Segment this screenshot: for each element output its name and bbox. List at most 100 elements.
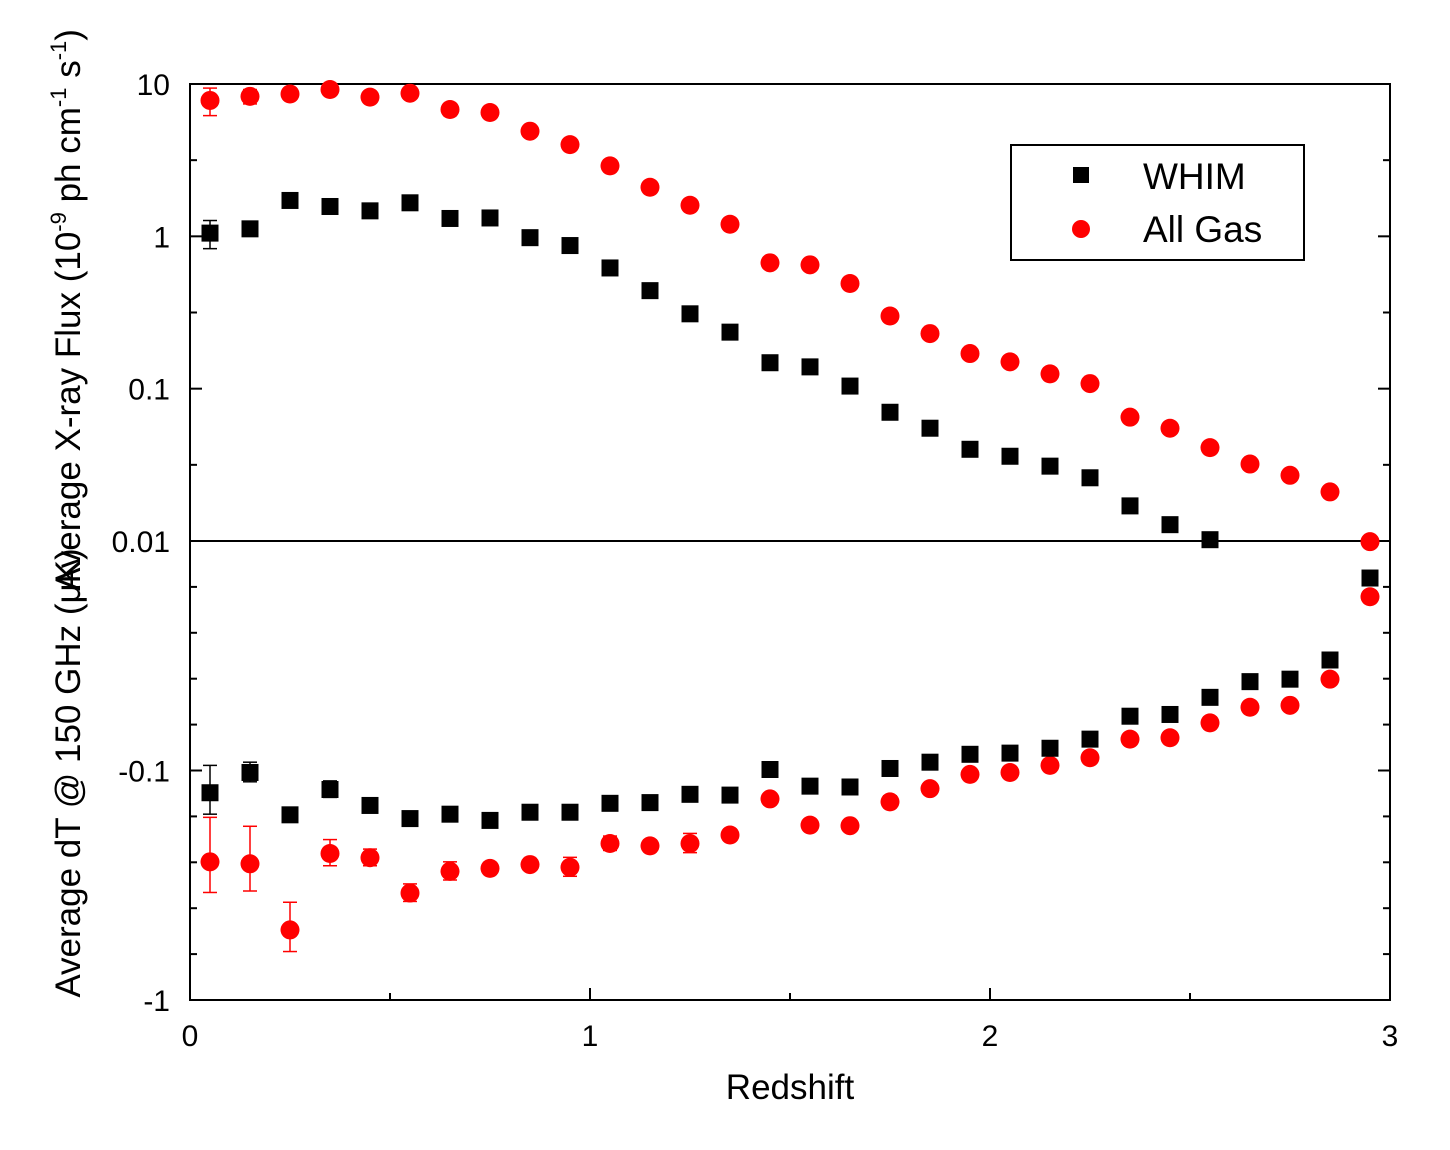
y-tick-label-bottom: -1 [143,985,170,1018]
data-point-all-gas [400,883,420,903]
data-point-whim [921,753,939,771]
data-point-whim [961,745,979,763]
legend-label-all-gas: All Gas [1143,209,1262,250]
data-point-all-gas [480,858,500,878]
data-point-all-gas [360,87,380,107]
data-point-all-gas [200,90,220,110]
x-axis-title: Redshift [726,1068,855,1107]
data-point-whim [841,377,859,395]
x-tick-label: 1 [582,1020,599,1053]
data-point-whim [1081,469,1099,487]
data-point-all-gas [640,836,660,856]
x-tick-label: 2 [982,1020,999,1053]
data-point-whim [1001,447,1019,465]
legend: WHIM All Gas [1010,144,1305,261]
data-point-all-gas [720,825,740,845]
data-point-whim [481,209,499,227]
data-point-all-gas [600,833,620,853]
data-point-all-gas [960,764,980,784]
y-title-top-part-4: ) [49,29,88,41]
data-point-all-gas [1040,364,1060,384]
data-point-whim [201,224,219,242]
data-point-whim [321,780,339,798]
y-title-top-part-3: s [49,60,88,87]
data-point-all-gas [400,83,420,103]
data-points [200,80,1380,940]
data-point-whim [241,763,259,781]
data-point-whim [801,358,819,376]
y-title-top-part-1: Average X-ray Flux (10 [49,232,88,591]
legend-label-whim: WHIM [1143,156,1246,197]
data-point-all-gas [240,854,260,874]
data-point-all-gas [320,844,340,864]
y-title-top-part-2: ph cm [49,107,88,212]
data-point-all-gas [1360,532,1380,552]
data-point-whim [441,209,459,227]
data-point-whim [641,794,659,812]
data-point-whim [761,760,779,778]
data-point-all-gas [1320,669,1340,689]
data-point-all-gas [1200,713,1220,733]
legend-box [1010,144,1305,261]
data-point-all-gas [1160,728,1180,748]
data-point-all-gas [1120,407,1140,427]
legend-marker-all-gas [1072,220,1090,238]
data-point-all-gas [1240,697,1260,717]
data-point-all-gas [600,156,620,176]
data-point-all-gas [1360,587,1380,607]
data-point-whim [1121,707,1139,725]
data-point-whim [1281,670,1299,688]
y-title-top-exponent-3: -1 [46,41,71,61]
tick-labels: 0 1 2 3 0.01 0.1 1 10 -0.1 -1 [112,69,1399,1053]
data-point-whim [321,197,339,215]
data-point-whim [1241,673,1259,691]
y-tick-label-top: 1 [153,221,170,254]
y-title-top-exponent-2: -1 [46,88,71,108]
data-point-all-gas [1160,418,1180,438]
data-point-all-gas [760,253,780,273]
data-point-all-gas [240,86,260,106]
data-point-whim [361,796,379,814]
data-point-whim [281,806,299,824]
data-point-all-gas [800,255,820,275]
legend-marker-whim [1073,167,1089,183]
y-title-top-exponent-1: -9 [46,212,71,232]
data-point-all-gas [440,861,460,881]
data-point-whim [1361,569,1379,587]
data-point-all-gas [720,214,740,234]
data-point-whim [721,786,739,804]
data-point-whim [601,794,619,812]
data-point-whim [881,403,899,421]
data-point-all-gas [440,100,460,120]
data-point-all-gas [920,324,940,344]
data-point-all-gas [680,833,700,853]
y-tick-label-top: 0.01 [112,526,170,559]
data-point-whim [801,777,819,795]
x-tick-label: 3 [1382,1020,1399,1053]
data-point-all-gas [1040,755,1060,775]
data-point-whim [601,259,619,277]
data-point-whim [561,803,579,821]
data-point-whim [241,220,259,238]
data-point-all-gas [360,848,380,868]
data-point-all-gas [1120,729,1140,749]
data-point-all-gas [1280,695,1300,715]
data-point-whim [961,440,979,458]
data-point-all-gas [960,344,980,364]
data-point-whim [401,194,419,212]
y-axis-title-bottom: Average dT @ 150 GHz (μK) [49,548,88,997]
data-point-all-gas [840,816,860,836]
data-point-whim [481,811,499,829]
axis-ticks [189,83,1391,1001]
data-point-all-gas [1280,465,1300,485]
data-point-all-gas [920,779,940,799]
data-point-all-gas [280,920,300,940]
data-point-whim [1161,705,1179,723]
data-point-whim [1201,531,1219,549]
data-point-whim [441,805,459,823]
data-point-whim [841,778,859,796]
data-point-all-gas [1000,762,1020,782]
data-point-whim [361,202,379,220]
data-point-all-gas [560,135,580,155]
